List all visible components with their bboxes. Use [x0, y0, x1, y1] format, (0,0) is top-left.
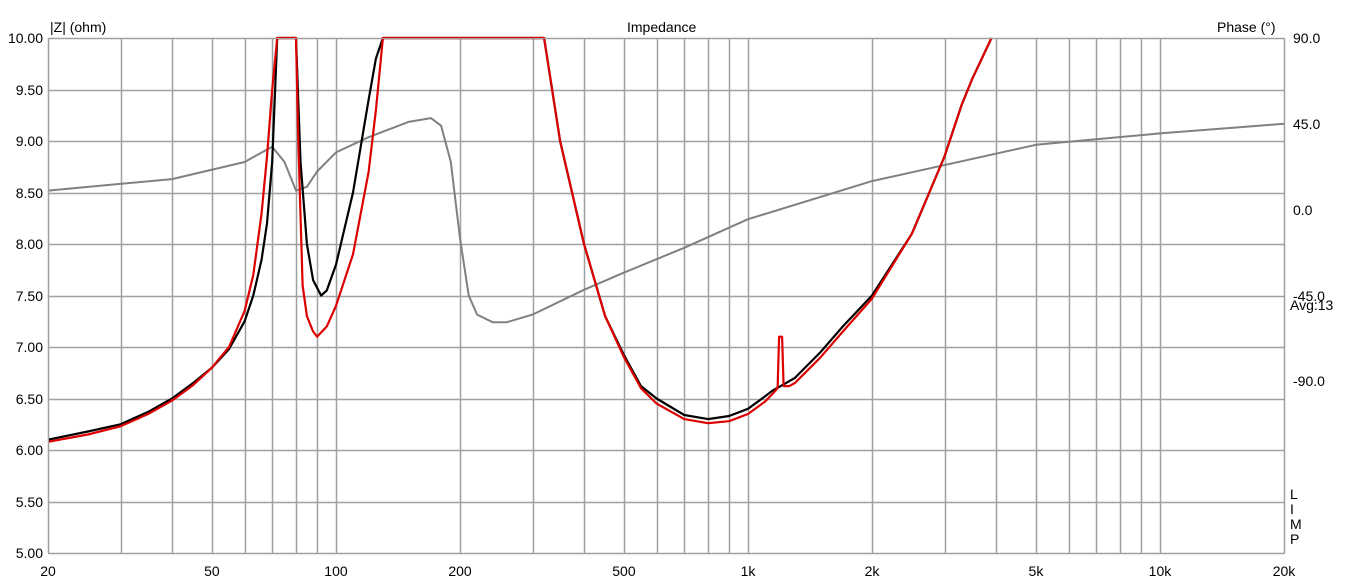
y-tick-label: 8.50 [15, 184, 43, 201]
y2-tick-label: 0.0 [1293, 201, 1313, 218]
x-tick-label: 50 [204, 563, 220, 579]
y-tick-label: 5.50 [15, 493, 43, 510]
plot-frame [48, 38, 1285, 554]
x-tick-label: 5k [1028, 563, 1044, 579]
y-tick-label: 6.00 [15, 442, 43, 458]
phase-line [47, 117, 1285, 324]
x-tick-label: 1k [740, 563, 756, 579]
impedance-line [47, 36, 993, 441]
y-tick-label: 9.00 [15, 133, 43, 149]
y2-tick-label: 90.0 [1293, 30, 1321, 46]
x-tick-label: 2k [864, 563, 880, 579]
y2-tick-label: -45.0 [1293, 287, 1325, 304]
traces [47, 36, 1285, 443]
x-tick-label: 20 [40, 563, 56, 579]
y-tick-label: 10.00 [7, 30, 43, 46]
side-tag: L I M P [1290, 487, 1302, 547]
x-tick-label: 10k [1148, 563, 1172, 579]
impedance-line [47, 36, 993, 443]
x-tick-label: 200 [448, 563, 472, 579]
y-tick-label: 8.00 [15, 236, 43, 252]
side-tag-letter: M [1290, 516, 1302, 532]
x-tick-label: 20k [1272, 563, 1296, 579]
side-tag-letter: P [1290, 531, 1300, 547]
side-tag-letter: L [1290, 486, 1298, 502]
x-tick-label: 500 [612, 563, 636, 579]
avg-label: Avg:13 [1290, 297, 1334, 313]
x-tick-label: 100 [324, 563, 348, 579]
y2-tick-label: 45.0 [1293, 115, 1321, 132]
y2-tick-label: -90.0 [1293, 373, 1325, 390]
y-tick-label: 7.00 [15, 339, 43, 355]
chart-title: Impedance [627, 19, 697, 35]
y2-axis-title: Phase (°) [1217, 19, 1276, 35]
y-axis-title: |Z| (ohm) [50, 19, 107, 35]
side-tag-letter: I [1290, 501, 1294, 517]
y-tick-label: 9.50 [15, 81, 43, 98]
y-tick-label: 6.50 [15, 390, 43, 407]
y-tick-label: 5.00 [15, 545, 43, 561]
grid-lines [47, 37, 1286, 555]
y-tick-label: 7.50 [15, 287, 43, 304]
